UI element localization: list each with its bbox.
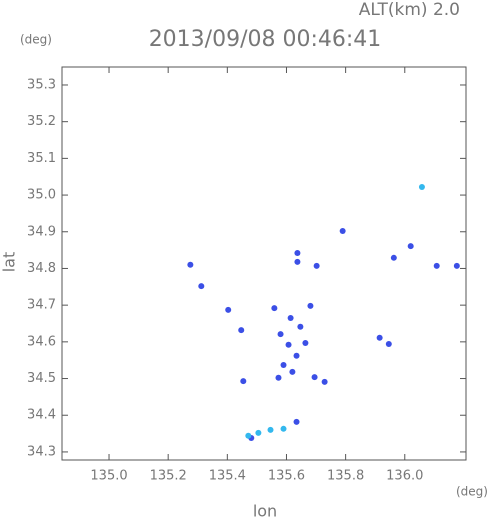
echo-point (198, 283, 205, 290)
chart-title: 2013/09/08 00:46:41 (149, 27, 382, 52)
echo-point (311, 374, 318, 381)
echo-point (245, 432, 252, 439)
echo-point (280, 361, 287, 368)
x-tick-label: 135.8 (327, 469, 364, 484)
x-axis-label: lon (253, 502, 277, 521)
x-tick-label: 135.2 (150, 469, 187, 484)
echo-point (287, 314, 294, 321)
echo-point (313, 262, 320, 269)
echo-point (302, 339, 309, 346)
echo-point (275, 374, 282, 381)
echo-point (271, 305, 278, 312)
echo-point (339, 228, 346, 235)
y-tick-label: 34.5 (27, 371, 56, 386)
echo-point (285, 341, 292, 348)
y-tick-label: 35.3 (27, 77, 56, 92)
y-tick-label: 34.9 (27, 224, 56, 239)
echo-point (385, 341, 392, 348)
echo-point (289, 368, 296, 375)
plot-frame (61, 66, 467, 461)
x-tick-label: 136.0 (386, 469, 423, 484)
echo-point (321, 378, 328, 385)
y-tick-label: 34.7 (27, 298, 56, 313)
echo-point (238, 327, 245, 334)
echo-point (390, 254, 397, 261)
echo-point (418, 183, 425, 190)
echo-point (453, 262, 460, 269)
echo-point (294, 250, 301, 257)
echo-point (277, 331, 284, 338)
x-tick-label: 135.0 (90, 469, 127, 484)
y-tick-label: 34.4 (27, 408, 56, 423)
echo-point (293, 418, 300, 425)
y-tick-label: 35.1 (27, 151, 56, 166)
echo-point (297, 323, 304, 330)
echo-point (187, 261, 194, 268)
echo-point (307, 302, 314, 309)
echo-point (294, 258, 301, 265)
echo-point (280, 425, 287, 432)
y-tick-label: 35.0 (27, 188, 56, 203)
y-unit: (deg) (20, 33, 52, 47)
echo-point (407, 243, 414, 250)
y-tick-label: 34.3 (27, 444, 56, 459)
echo-point (225, 306, 232, 313)
echo-point (267, 426, 274, 433)
x-unit: (deg) (456, 485, 488, 499)
altitude-label: ALT(km) 2.0 (359, 0, 460, 20)
y-axis-label: lat (0, 252, 19, 273)
y-tick-label: 34.6 (27, 334, 56, 349)
x-tick-label: 135.4 (209, 469, 246, 484)
echo-point (376, 334, 383, 341)
echo-point (240, 378, 247, 385)
echo-point (433, 262, 440, 269)
y-tick-label: 35.2 (27, 114, 56, 129)
echo-point (293, 352, 300, 359)
echo-point (255, 429, 262, 436)
x-tick-label: 135.6 (268, 469, 305, 484)
y-tick-label: 34.8 (27, 261, 56, 276)
